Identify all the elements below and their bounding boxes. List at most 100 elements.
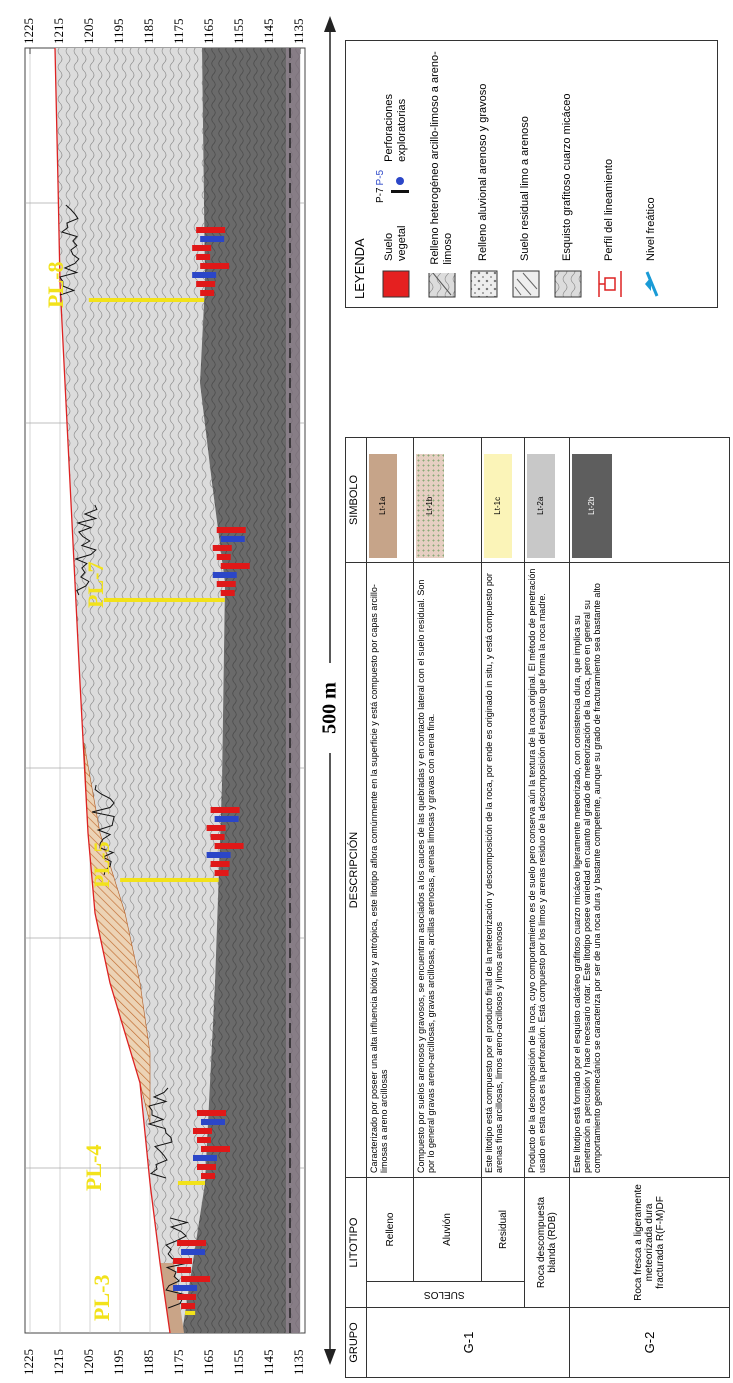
sample-bar	[177, 1267, 191, 1273]
group-cell: G-2	[570, 1308, 730, 1378]
legend-swatch	[387, 171, 417, 201]
sample-bar	[197, 1164, 216, 1170]
sample-bar	[215, 843, 244, 849]
page: PL-3PL-4PL-5PL-7PL-8 1225121512051195118…	[0, 0, 733, 1383]
sample-bar	[201, 1146, 230, 1152]
sample-bar	[211, 861, 230, 867]
symbol-swatch: Lt-1c	[484, 454, 512, 558]
sample-bar	[217, 581, 236, 587]
elevation-label: 1155	[231, 1349, 246, 1375]
description-cell: Producto de la descomposición de la roca…	[525, 562, 570, 1177]
symbol-cell: Lt-2a	[525, 437, 570, 562]
legend-label: Relleno heterogéneo arcillo-limoso a are…	[429, 49, 454, 265]
legend-label: Perfil del lineamiento	[603, 159, 616, 261]
elevation-label: 1145	[261, 1349, 276, 1375]
symbol-cell: Lt-2b	[570, 437, 730, 562]
sample-bar	[207, 852, 231, 858]
litotype-cell: Relleno	[367, 1177, 414, 1281]
header: LITOTIPO	[346, 1177, 367, 1307]
elevation-label: 1215	[51, 18, 66, 44]
litotype-cell: Roca fresca a ligeramente meteorizada du…	[570, 1177, 730, 1307]
group-cell: G-1	[367, 1308, 570, 1378]
sample-bar	[217, 554, 231, 560]
well-label: PL-4	[81, 1145, 106, 1191]
table-row: Roca descompuesta blanda (RDB)Producto d…	[525, 437, 570, 1377]
legend-swatch	[637, 269, 667, 299]
scale-label: 500 m	[319, 682, 341, 734]
description-cell: Este litotipo está compuesto por el prod…	[482, 562, 525, 1177]
elevation-label: 1165	[201, 18, 216, 44]
sample-bar	[193, 1128, 212, 1134]
header: SIMBOLO	[346, 437, 367, 562]
sample-bar	[197, 1137, 211, 1143]
legend-title: LEYENDA	[352, 49, 367, 299]
symbol-cell: Lt-1b	[414, 437, 482, 562]
symbol-swatch: Lt-2b	[572, 454, 612, 558]
well-label: PL-5	[89, 842, 114, 888]
symbol-swatch: Lt-1a	[369, 454, 397, 558]
legend-row: Relleno aluvional arenoso y gravoso	[467, 49, 501, 299]
sample-bar	[211, 807, 240, 813]
well-code: P-7	[375, 187, 386, 203]
sample-bar	[221, 563, 250, 569]
elevation-label: 1145	[261, 18, 276, 44]
legend-label: Relleno aluvional arenoso y gravoso	[477, 84, 490, 261]
litotype-cell: Roca descompuesta blanda (RDB)	[525, 1177, 570, 1307]
sample-bar	[213, 572, 237, 578]
elevation-label: 1185	[141, 1349, 156, 1375]
elevation-label: 1135	[291, 1349, 306, 1375]
legend-label: Suelo vegetal	[383, 211, 408, 261]
sample-bar	[193, 1155, 217, 1161]
well-codes: P-7P-5	[375, 170, 417, 203]
legend-swatch	[595, 269, 625, 299]
sample-bar	[201, 1173, 215, 1179]
elevation-label: 1215	[51, 1349, 66, 1375]
sample-bar	[196, 254, 210, 260]
legend-row: Relleno heterogéneo arcillo-limoso a are…	[425, 49, 459, 299]
legend: LEYENDA Suelo vegetal P-7P-5 Perforaciones …	[345, 40, 718, 308]
sample-bar	[197, 1110, 226, 1116]
header: GRUPO	[346, 1308, 367, 1378]
sample-bar	[215, 870, 229, 876]
symbol-cell: Lt-1a	[367, 437, 414, 562]
sample-bar	[196, 227, 225, 233]
elevation-label: 1155	[231, 18, 246, 44]
legend-label: Perforaciones exploratorias	[383, 82, 408, 162]
well-label: PL-7	[83, 562, 108, 608]
well-code: P-5	[375, 170, 386, 186]
legend-swatch	[427, 273, 457, 299]
symbol-swatch: Lt-2a	[527, 454, 555, 558]
sample-bar	[200, 236, 224, 242]
bottom-band	[286, 48, 300, 1333]
elevation-label: 1195	[111, 1349, 126, 1375]
sample-bar	[173, 1285, 197, 1291]
sample-bar	[196, 281, 215, 287]
sample-bar	[181, 1276, 210, 1282]
sample-bar	[221, 590, 235, 596]
elevation-label: 1225	[21, 18, 36, 44]
elevation-label: 1165	[201, 1349, 216, 1375]
legend-swatch	[469, 269, 499, 299]
description-cell: Caracterizado por poseer una alta influe…	[367, 562, 414, 1177]
legend-swatch	[511, 269, 541, 299]
elevation-label: 1175	[171, 18, 186, 44]
legend-row: Suelo vegetal P-7P-5 Perforaciones explora…	[375, 49, 417, 299]
legend-label: Nivel freático	[645, 197, 658, 261]
sample-bar	[173, 1258, 192, 1264]
sample-bar	[200, 263, 229, 269]
well-label: PL-3	[89, 1275, 114, 1321]
elevation-label: 1195	[111, 18, 126, 44]
subgroup-cell: SUELOS	[367, 1282, 525, 1308]
legend-label: Suelo residual limo a arenoso	[519, 116, 532, 261]
description-cell: Compuesto por suelos arenosos y gravosos…	[414, 562, 482, 1177]
elevation-label: 1135	[291, 18, 306, 44]
elevation-label: 1205	[81, 18, 96, 44]
sample-bar	[207, 825, 226, 831]
sample-bar	[200, 290, 214, 296]
elevation-label: 1205	[81, 1349, 96, 1375]
codes-line: P-7P-5	[375, 170, 387, 203]
legend-row: Nivel freático	[635, 49, 669, 299]
sample-bar	[217, 527, 246, 533]
sample-bar	[181, 1303, 195, 1309]
